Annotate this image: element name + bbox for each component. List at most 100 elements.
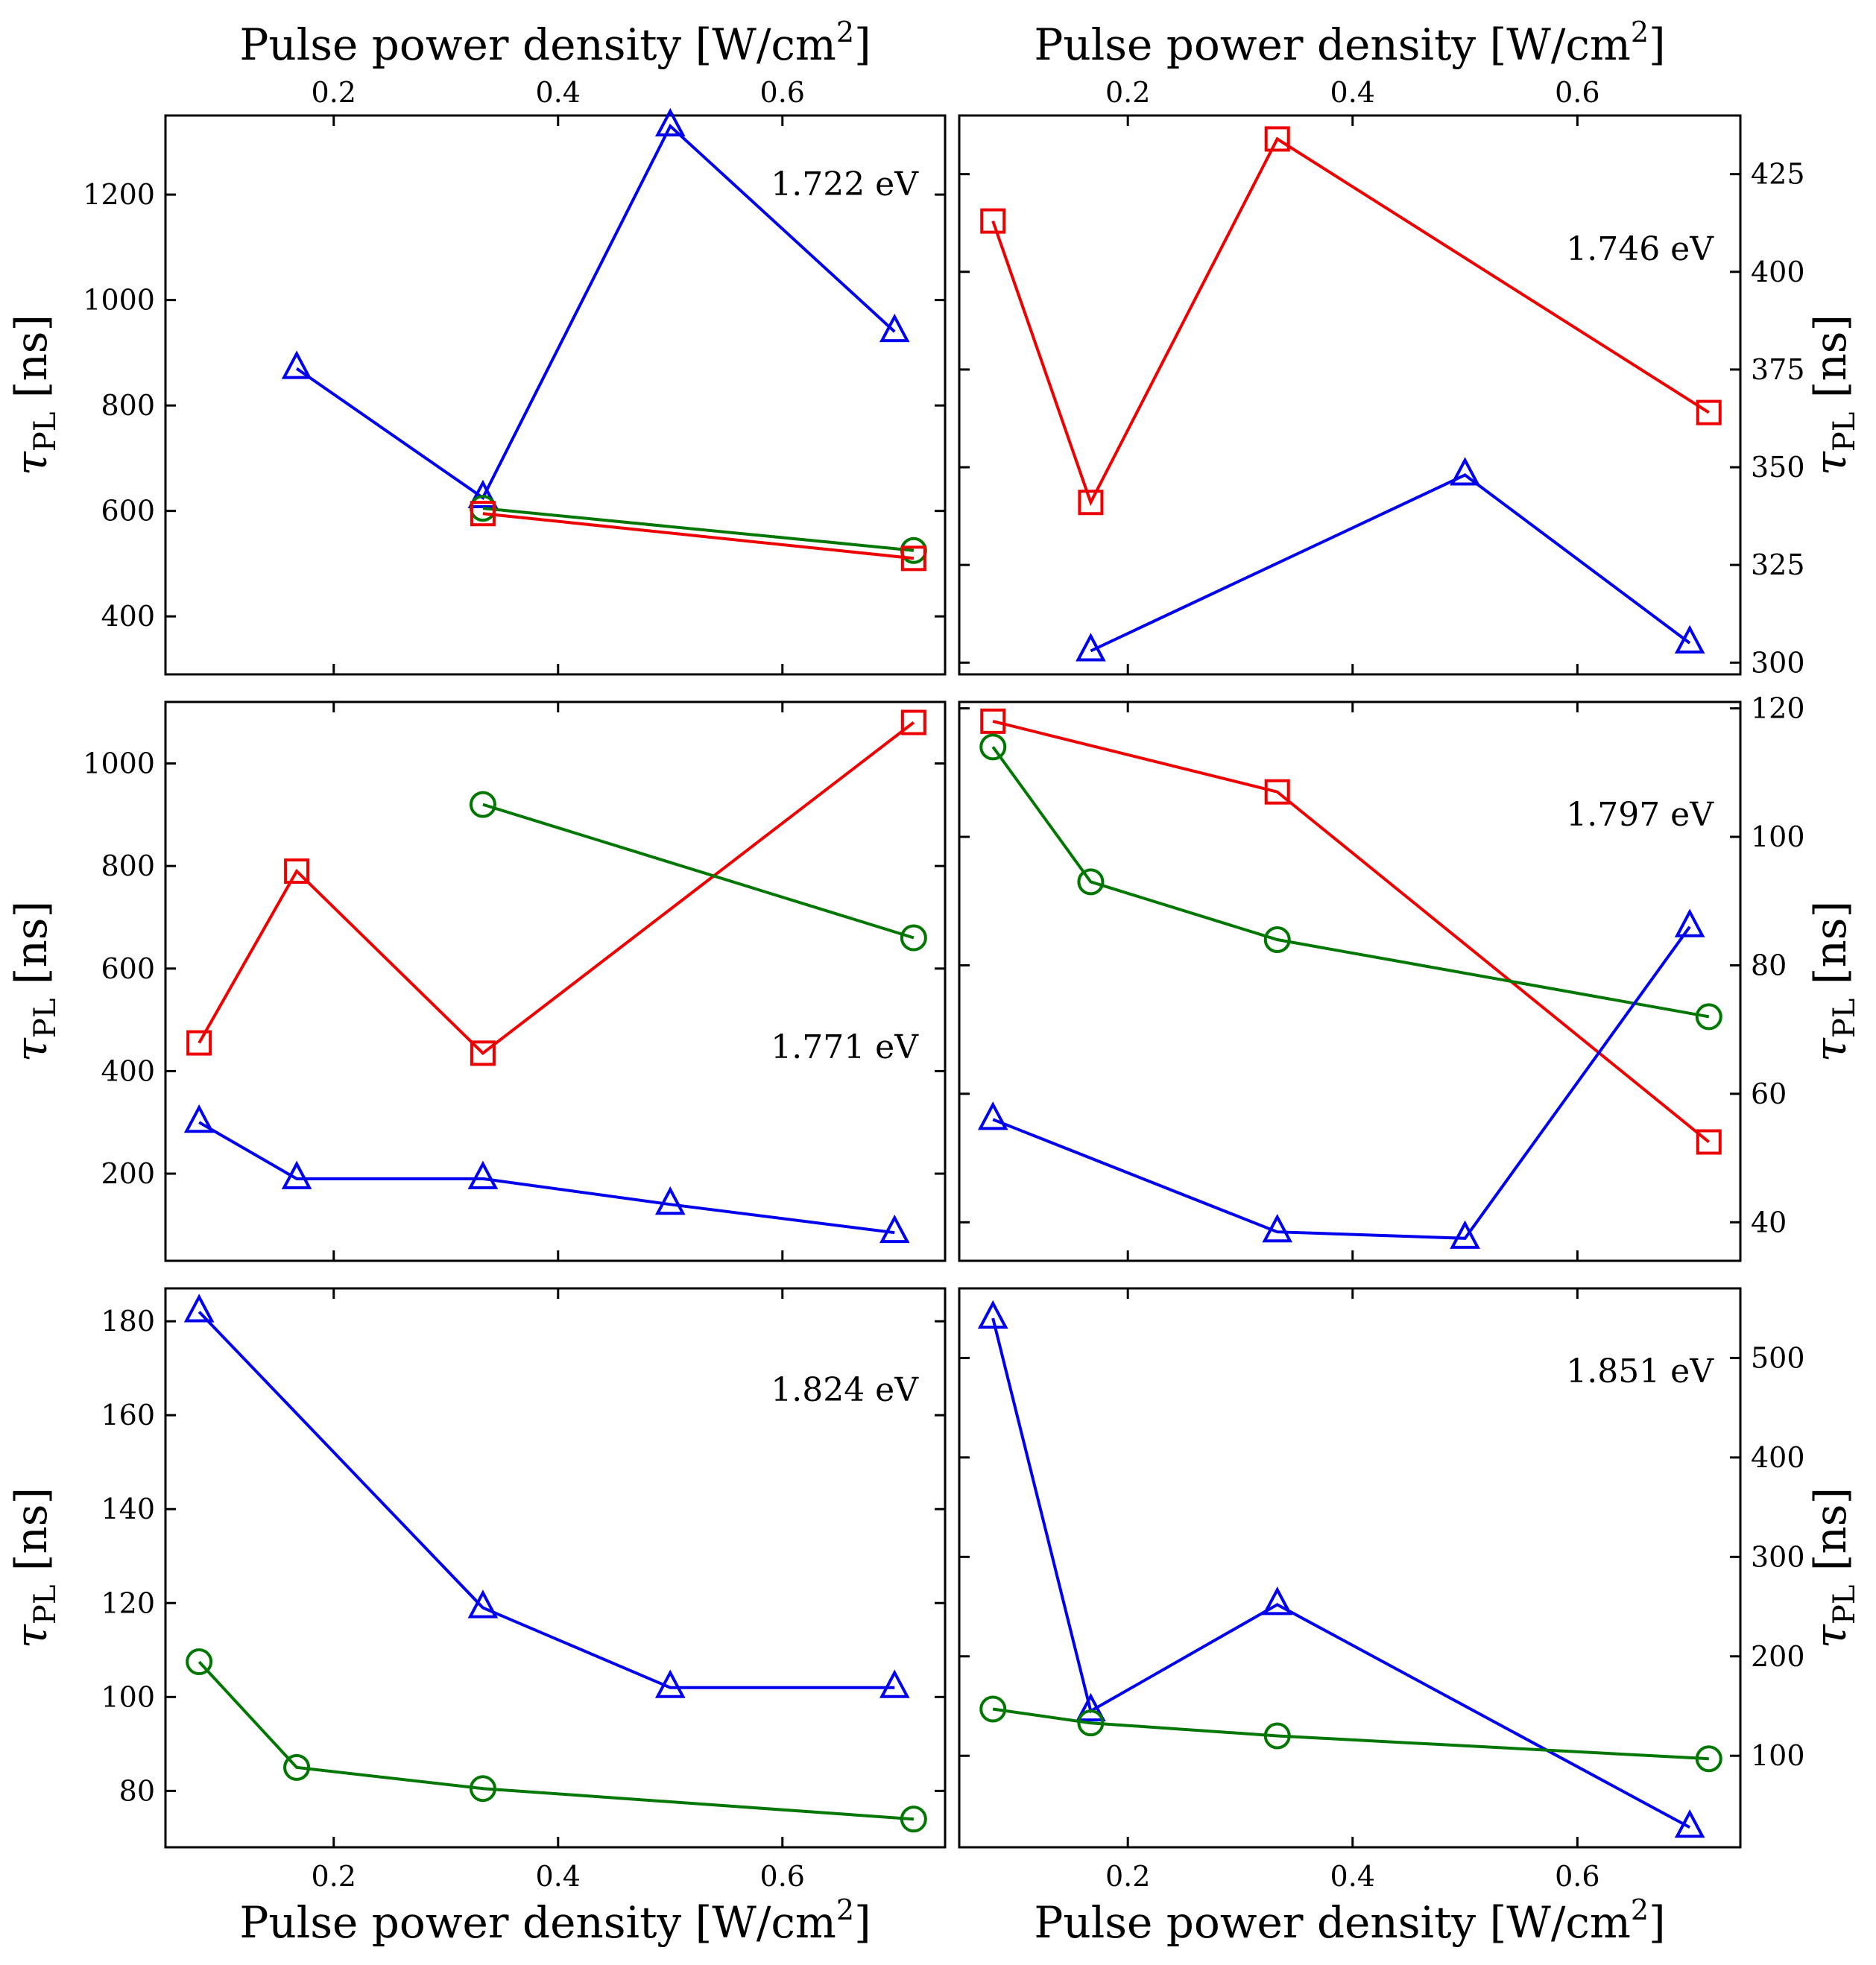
y-tick-label: 375 <box>1751 353 1805 386</box>
data-point-triangle <box>1262 1213 1293 1243</box>
y-tick-label: 200 <box>1751 1640 1805 1673</box>
y-tick-label: 600 <box>101 952 155 985</box>
series-line <box>482 512 915 560</box>
plot-frame <box>164 1287 947 1849</box>
y-tick-label: 80 <box>1751 949 1787 981</box>
data-point-circle <box>900 924 927 952</box>
plot-frame <box>164 700 947 1262</box>
data-point-square <box>980 208 1006 234</box>
series-triangle <box>183 1294 910 1698</box>
y-tick-label: 120 <box>1751 692 1805 725</box>
y-axis-label: τPL [ns] <box>1805 901 1862 1062</box>
data-point-triangle <box>1674 624 1705 654</box>
panel-6: 0.2 0.4 0.6 100 200 300 400 500 1.851 eV τPL [ns] <box>958 1287 1862 1893</box>
y-axis-label: τPL [ns] <box>6 314 63 475</box>
x-tick-label: 0.4 <box>536 1860 581 1893</box>
energy-annotation: 1.824 eV <box>771 1371 919 1409</box>
data-point-square <box>1264 126 1290 152</box>
data-point-triangle <box>281 350 312 379</box>
series-line <box>991 746 1710 1019</box>
y-tick-label: 425 <box>1751 158 1805 191</box>
y-tick-label: 100 <box>101 1680 155 1713</box>
data-point-circle <box>1263 1722 1291 1750</box>
y-tick-label: 300 <box>1751 1540 1805 1573</box>
y-axis-label: τPL [ns] <box>1805 314 1862 475</box>
y-tick-label: 325 <box>1751 548 1805 581</box>
data-point-square <box>284 858 310 885</box>
y-tick-label: 80 <box>119 1774 155 1807</box>
x-tick-label-top: 0.6 <box>1555 76 1599 109</box>
data-point-square <box>900 545 926 572</box>
series-circle <box>186 1648 927 1833</box>
data-point-triangle <box>1076 1692 1106 1722</box>
panel-3: 200 400 600 800 1000 1.771 eV τPL [ns] <box>6 700 947 1262</box>
series-triangle <box>977 908 1705 1249</box>
y-tick-label: 40 <box>1751 1206 1787 1238</box>
energy-annotation: 1.722 eV <box>771 165 919 203</box>
data-point-square <box>186 1030 212 1056</box>
panel-2: 0.2 0.4 0.6 300 325 350 375 400 425 1.746 eV τPL [… <box>958 76 1862 679</box>
series-triangle <box>977 1300 1705 1838</box>
x-tick-label: 0.4 <box>1330 1860 1375 1893</box>
x-tick-label: 0.2 <box>312 1860 356 1893</box>
series-triangle <box>1076 457 1705 662</box>
series-line <box>198 721 915 1055</box>
series-line <box>991 1317 1691 1829</box>
x-tick-label: 0.6 <box>1555 1860 1599 1893</box>
top-axis-label: Pulse power density [W/cm2] <box>1034 16 1665 70</box>
series-line <box>198 1660 915 1821</box>
data-point-square <box>470 501 496 527</box>
data-point-triangle <box>467 1589 499 1618</box>
data-point-circle <box>186 1648 213 1676</box>
series-triangle <box>281 107 910 508</box>
y-tick-label: 600 <box>101 495 155 528</box>
energy-annotation: 1.797 eV <box>1566 796 1714 834</box>
series-circle <box>979 733 1722 1031</box>
data-point-square <box>1078 490 1104 516</box>
series-circle <box>469 791 927 952</box>
data-point-triangle <box>879 1214 910 1244</box>
series-line <box>295 123 896 500</box>
data-point-square <box>900 709 926 735</box>
x-tick-label: 0.6 <box>760 1860 805 1893</box>
data-point-circle <box>1263 925 1291 953</box>
series-line <box>992 719 1711 1144</box>
x-tick-label: 0.2 <box>1105 1860 1150 1893</box>
data-point-triangle <box>1262 1586 1293 1616</box>
data-point-square <box>1696 399 1722 425</box>
x-tick-label-top: 0.2 <box>312 76 356 109</box>
y-tick-label: 200 <box>101 1157 155 1190</box>
y-tick-label: 350 <box>1751 451 1805 484</box>
series-line <box>1090 473 1691 653</box>
data-point-triangle <box>1076 633 1106 662</box>
y-tick-label: 400 <box>101 600 155 633</box>
x-tick-label-top: 0.4 <box>536 76 581 109</box>
top-axis-label: Pulse power density [W/cm2] <box>239 16 871 70</box>
y-tick-label: 300 <box>1751 646 1805 679</box>
data-point-triangle <box>1674 1809 1705 1838</box>
data-point-triangle <box>467 1160 499 1189</box>
x-tick-label-top: 0.2 <box>1105 76 1150 109</box>
data-point-circle <box>469 791 496 818</box>
data-point-triangle <box>879 313 910 343</box>
y-tick-label: 140 <box>101 1493 155 1525</box>
y-axis-label: τPL [ns] <box>6 1487 63 1648</box>
y-tick-label: 100 <box>1751 820 1805 853</box>
energy-annotation: 1.771 eV <box>771 1028 919 1066</box>
y-tick-label: 400 <box>1751 1441 1805 1474</box>
x-tick-label-top: 0.6 <box>760 76 805 109</box>
y-tick-label: 1000 <box>83 747 155 780</box>
y-tick-label: 160 <box>101 1399 155 1431</box>
panel-5: 0.2 0.4 0.6 80 100 120 140 160 180 1.824 eV τPL [n… <box>6 1287 947 1893</box>
x-tick-label-top: 0.4 <box>1330 76 1375 109</box>
y-tick-label: 400 <box>101 1054 155 1087</box>
series-line <box>991 136 1710 507</box>
data-point-square <box>980 708 1006 734</box>
data-point-circle <box>283 1753 311 1781</box>
data-point-triangle <box>1450 1220 1480 1249</box>
data-point-circle <box>1077 868 1105 896</box>
series-line <box>198 1311 895 1689</box>
y-tick-label: 500 <box>1751 1341 1805 1374</box>
data-point-triangle <box>654 107 686 137</box>
